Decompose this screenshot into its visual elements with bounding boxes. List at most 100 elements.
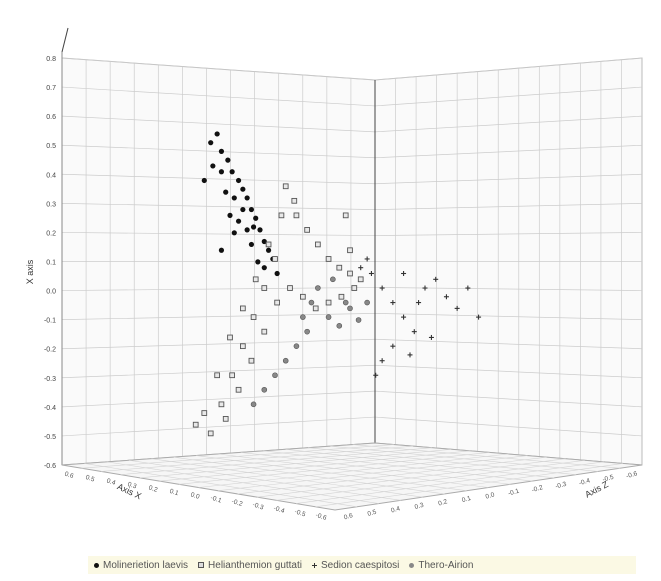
scatter-point: [315, 285, 321, 291]
wall-gridline: [374, 57, 643, 81]
scatter-point: [248, 241, 255, 248]
scatter-point: [240, 186, 246, 192]
scatter-point: [274, 299, 280, 306]
scatter-point: [347, 305, 353, 312]
right-floor-tick-label: -0.6: [625, 470, 638, 480]
wall-gridline: [61, 313, 376, 320]
scatter-point: [218, 148, 225, 154]
scatter-point: [218, 401, 225, 408]
scatter-point: [218, 247, 225, 253]
wall-gridline: [61, 115, 376, 133]
chart-walls: [61, 27, 643, 466]
scatter-point: [240, 343, 246, 350]
left-floor-tick-label: -0.4: [273, 505, 286, 515]
legend-item: Molinerietion laevis: [94, 560, 188, 571]
scatter-point: [293, 212, 300, 219]
scatter-point: [227, 212, 233, 218]
scatter-point: [255, 259, 261, 265]
wall-gridline: [374, 287, 643, 291]
right-floor-ticks: 0.6 0.5 0.4 0.3 0.2 0.1 0.0 -0.1 -0.2 -0.3 -0.4 -0.…: [343, 470, 638, 521]
wall-gridline: [374, 86, 643, 107]
left-floor-tick-label: 0.1: [169, 488, 180, 498]
legend-label: Thero-Airion: [418, 559, 474, 571]
right-floor-tick-label: 0.6: [343, 512, 354, 521]
scatter-point: [357, 276, 364, 283]
scatter-point: [210, 163, 216, 169]
chart-floor: [61, 442, 643, 511]
scatter-point: [325, 314, 332, 320]
scatter-point: [261, 328, 268, 335]
left-floor-tick-label: 0.5: [85, 474, 96, 484]
legend-item: Sedion caespitosi: [312, 560, 399, 571]
scatter-point: [225, 157, 231, 163]
scatter-point: [308, 299, 315, 306]
scatter-point: [379, 285, 385, 291]
right-floor-tick-label: -0.2: [531, 484, 544, 494]
scatter-point: [293, 343, 300, 349]
right-floor-tick-label: -0.4: [578, 477, 591, 487]
floor-gridline: [352, 444, 621, 469]
chart-legend: Molinerietion laevis Helianthemion gutta…: [88, 556, 636, 574]
wall-gridline: [61, 173, 376, 185]
left-floor-ticks: 0.6 0.5 0.4 0.3 0.2 0.1 0.0 -0.1 -0.2 -0.3 -0.4 -0.…: [64, 471, 328, 522]
y-tick-label: 0.8: [46, 56, 56, 63]
wall-gridline: [374, 338, 643, 350]
scatter-point: [282, 183, 289, 190]
wall-gridline: [374, 364, 643, 379]
scatter-point: [208, 140, 214, 146]
y-axis-label: X axis: [25, 259, 35, 284]
wall-gridline: [374, 390, 643, 408]
scatter-point: [248, 357, 255, 364]
cross-icon: [312, 562, 317, 568]
scatter-point: [364, 299, 370, 306]
y-tick-label: 0.6: [46, 114, 56, 121]
floor-gridline: [240, 452, 511, 485]
wall-gridline: [61, 86, 376, 107]
scatter-point: [300, 314, 306, 320]
floor-gridline: [237, 456, 547, 495]
right-floor-tick-label: -0.5: [602, 474, 615, 484]
scatter-point: [476, 314, 482, 320]
floor-gridline: [263, 450, 533, 482]
floor-gridline: [217, 455, 528, 492]
left-floor-tick-label: 0.0: [190, 491, 201, 501]
right-floor-tick-label: -0.1: [507, 488, 520, 498]
scatter-point: [411, 329, 417, 335]
scatter-point: [336, 323, 343, 329]
scatter-point: [244, 195, 250, 201]
scatter-point: [240, 206, 246, 213]
scatter-point: [315, 241, 321, 248]
scatter-point: [390, 343, 396, 349]
scatter-point: [373, 372, 379, 378]
scatter-point: [244, 227, 250, 233]
scatter-point: [454, 305, 460, 311]
legend-label: Molinerietion laevis: [103, 559, 189, 571]
right-floor-tick-label: -0.3: [555, 481, 568, 491]
right-floor-tick-label: 0.1: [461, 495, 472, 504]
scatter-point: [252, 276, 259, 283]
scatter-point: [248, 206, 255, 213]
scatter-point: [261, 238, 267, 245]
right-floor-tick-label: 0.3: [414, 502, 425, 511]
scatter-point: [272, 256, 278, 262]
scatter-point: [218, 169, 225, 175]
scatter-point: [240, 305, 246, 312]
scatter-point: [261, 285, 268, 291]
scatter-point: [379, 358, 385, 364]
scatter-point: [231, 230, 237, 236]
wall-gridline: [61, 203, 376, 210]
scatter-point: [390, 300, 396, 306]
right-floor-tick-label: 0.4: [390, 505, 401, 514]
y-tick-label: -0.2: [44, 347, 56, 354]
wall-gridline: [61, 416, 376, 437]
floor-plane: [61, 442, 643, 511]
scatter-point: [278, 212, 285, 219]
scatter-point: [250, 224, 257, 230]
y-axis-ticks: 0.8 0.7 0.6 0.5 0.4 0.3 0.2 0.1 0.0 -0.1 -0.2 -0.3 -…: [44, 56, 56, 470]
scatter-point: [330, 276, 336, 283]
scatter-point: [235, 177, 242, 184]
left-floor-tick-label: 0.6: [64, 471, 75, 481]
scatter-point: [300, 293, 306, 300]
scatter-point: [407, 352, 413, 358]
